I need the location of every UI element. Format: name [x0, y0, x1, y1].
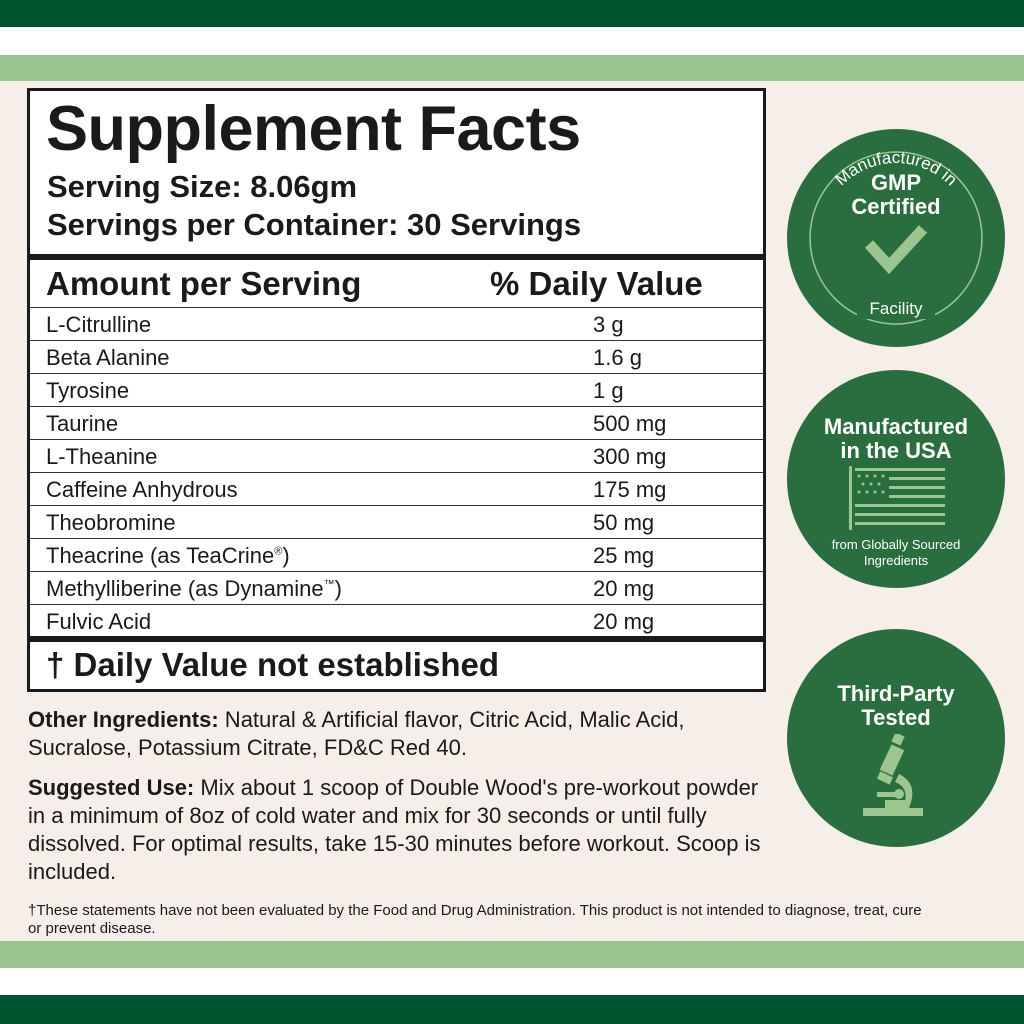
- ingredient-amount: 300 mg: [593, 444, 667, 469]
- table-row: L-Citrulline 3 g: [30, 308, 763, 341]
- badge-ring-icon: Manufactured in Facility: [809, 148, 983, 325]
- supplement-facts-panel: Supplement Facts Serving Size: 8.06gm Se…: [27, 88, 766, 692]
- divider: [30, 636, 763, 642]
- ingredient-name: Theacrine (as TeaCrine®): [46, 543, 290, 568]
- ingredient-amount: 20 mg: [593, 576, 655, 601]
- table-header: Amount per Serving % Daily Value: [30, 261, 763, 308]
- trademark: ™: [323, 578, 335, 591]
- ingredient-name: Caffeine Anhydrous: [46, 477, 238, 502]
- other-ingredients: Other Ingredients: Natural & Artificial …: [28, 706, 768, 762]
- panel-title: Supplement Facts: [46, 94, 581, 164]
- badge-title-1: GMP: [870, 170, 922, 195]
- table-row: Taurine 500 mg: [30, 407, 763, 440]
- table-row: Beta Alanine 1.6 g: [30, 341, 763, 374]
- ingredient-name: Beta Alanine: [46, 345, 170, 370]
- table-row: Fulvic Acid 20 mg: [30, 605, 763, 638]
- ingredient-amount: 25 mg: [593, 543, 655, 568]
- ingredient-amount: 175 mg: [593, 477, 667, 502]
- servings-per-container: Servings per Container: 30 Servings: [47, 207, 582, 242]
- daily-value-footnote: † Daily Value not established: [46, 646, 499, 683]
- top-white-stripe: [0, 27, 1024, 55]
- ingredient-amount: 20 mg: [593, 609, 655, 634]
- badge-bottom-text: Facility: [870, 299, 923, 318]
- ingredient-name: Methylliberine (as Dynamine™): [46, 576, 342, 601]
- ingredient-name: L-Citrulline: [46, 312, 152, 337]
- badge-sub-2: Ingredients: [863, 553, 929, 568]
- top-dark-stripe: [0, 0, 1024, 27]
- badge-sub-1: from Globally Sourced: [831, 537, 961, 552]
- ingredient-name: Theobromine: [46, 510, 176, 535]
- other-ingredients-label: Other Ingredients:: [28, 707, 219, 732]
- header-daily-value: % Daily Value: [490, 265, 703, 302]
- ingredient-name: Tyrosine: [46, 378, 130, 403]
- ingredient-name: L-Theanine: [46, 444, 158, 469]
- trademark: ®: [274, 545, 283, 558]
- ingredient-amount: 3 g: [593, 312, 624, 337]
- ingredient-amount: 50 mg: [593, 510, 655, 535]
- header-amount: Amount per Serving: [46, 265, 362, 302]
- badge-title-2: Certified: [851, 194, 941, 219]
- suggested-use: Suggested Use: Mix about 1 scoop of Doub…: [28, 774, 768, 886]
- divider: [30, 254, 763, 260]
- ingredient-amount: 500 mg: [593, 411, 667, 436]
- table-row: Tyrosine 1 g: [30, 374, 763, 407]
- gmp-certified-badge: Manufactured in Facility GMP Certified: [787, 129, 1005, 347]
- third-party-tested-badge: Third-Party Tested: [787, 629, 1005, 847]
- made-in-usa-badge: Manufactured in the USA from Globally So…: [787, 370, 1005, 588]
- badge-title-1: Manufactured: [823, 414, 969, 439]
- suggested-use-text: Mix about 1 scoop of Double Wood's pre-w…: [28, 775, 761, 884]
- ingredient-amount: 1.6 g: [593, 345, 642, 370]
- top-light-stripe: [0, 55, 1024, 81]
- bottom-dark-stripe: [0, 995, 1024, 1024]
- ingredient-name: Fulvic Acid: [46, 609, 152, 634]
- ingredient-amount: 1 g: [593, 378, 624, 403]
- other-ingredients-text: Natural & Artificial flavor, Citric Acid…: [28, 707, 685, 760]
- table-row: L-Theanine 300 mg: [30, 440, 763, 473]
- checkmark-icon: [864, 225, 928, 275]
- table-row: Methylliberine (as Dynamine™) 20 mg: [30, 572, 763, 605]
- bottom-light-stripe: [0, 941, 1024, 968]
- bottom-white-stripe: [0, 968, 1024, 995]
- table-row: Caffeine Anhydrous 175 mg: [30, 473, 763, 506]
- microscope-icon: [863, 734, 923, 816]
- ingredient-name: Taurine: [46, 411, 119, 436]
- table-row: Theobromine 50 mg: [30, 506, 763, 539]
- badge-title-1: Third-Party: [837, 681, 955, 706]
- fda-disclaimer: †These statements have not been evaluate…: [28, 902, 922, 937]
- badge-title-2: in the USA: [840, 438, 952, 463]
- badge-title-2: Tested: [861, 705, 931, 730]
- us-flag-icon: [849, 466, 945, 530]
- serving-size: Serving Size: 8.06gm: [47, 169, 358, 204]
- table-row: Theacrine (as TeaCrine®) 25 mg: [30, 539, 763, 572]
- suggested-use-label: Suggested Use:: [28, 775, 195, 800]
